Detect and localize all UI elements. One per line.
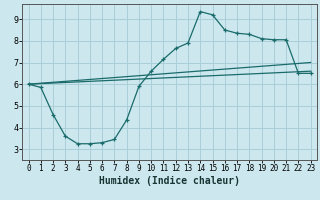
X-axis label: Humidex (Indice chaleur): Humidex (Indice chaleur) bbox=[99, 176, 240, 186]
